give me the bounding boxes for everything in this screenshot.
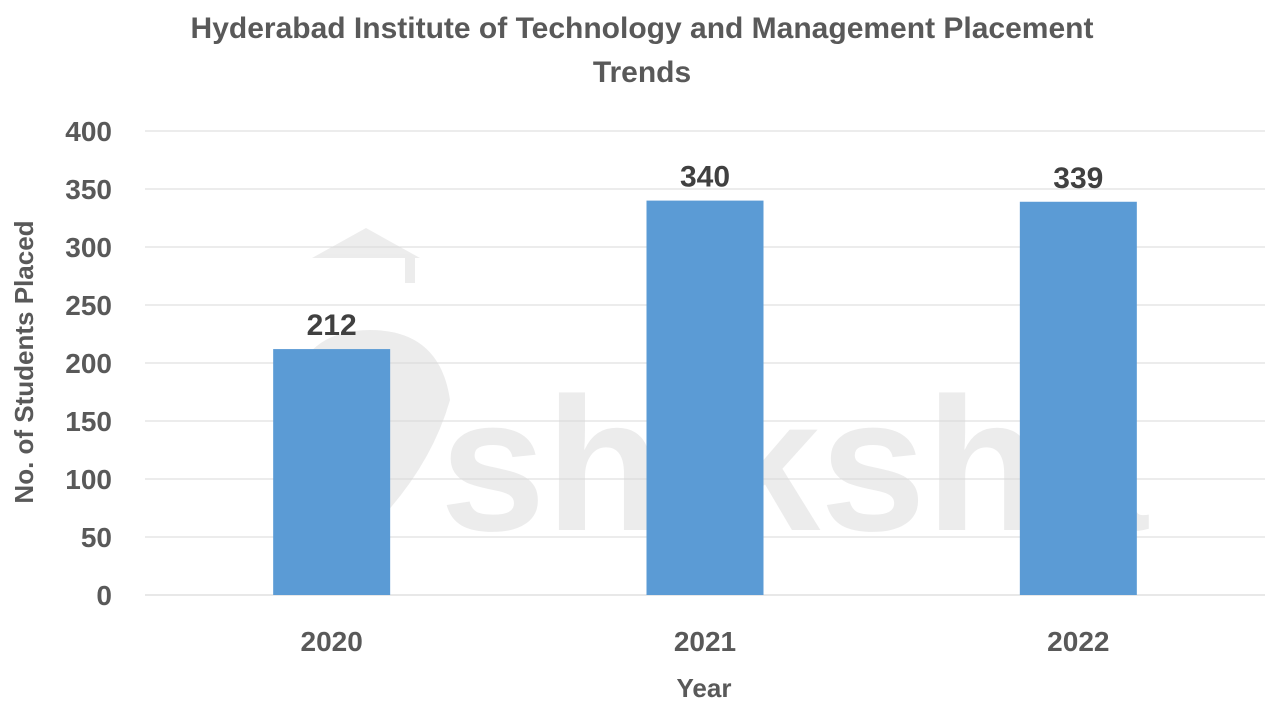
data-label: 339 <box>1053 162 1103 195</box>
y-tick-label: 100 <box>65 464 112 495</box>
bar-2022 <box>1019 201 1137 595</box>
data-label: 340 <box>680 161 730 194</box>
y-tick-label: 0 <box>96 580 112 611</box>
y-tick-label: 150 <box>65 406 112 437</box>
x-tick-label: 2020 <box>301 626 363 657</box>
chart-title-line-2: Trends <box>593 56 691 89</box>
y-tick-label: 350 <box>65 174 112 205</box>
bar-2021 <box>646 200 764 595</box>
y-tick-label: 50 <box>81 522 112 553</box>
y-tick-label: 300 <box>65 232 112 263</box>
y-tick-label: 400 <box>65 116 112 147</box>
y-tick-label: 250 <box>65 290 112 321</box>
x-tick-label: 2021 <box>674 626 736 657</box>
bar-2020 <box>273 349 391 595</box>
x-axis-label: Year <box>677 673 732 703</box>
y-tick-label: 200 <box>65 348 112 379</box>
chart-title-line-1: Hyderabad Institute of Technology and Ma… <box>191 12 1094 45</box>
x-tick-label: 2022 <box>1047 626 1109 657</box>
y-axis-label: No. of Students Placed <box>9 220 39 503</box>
data-label: 212 <box>307 309 357 342</box>
